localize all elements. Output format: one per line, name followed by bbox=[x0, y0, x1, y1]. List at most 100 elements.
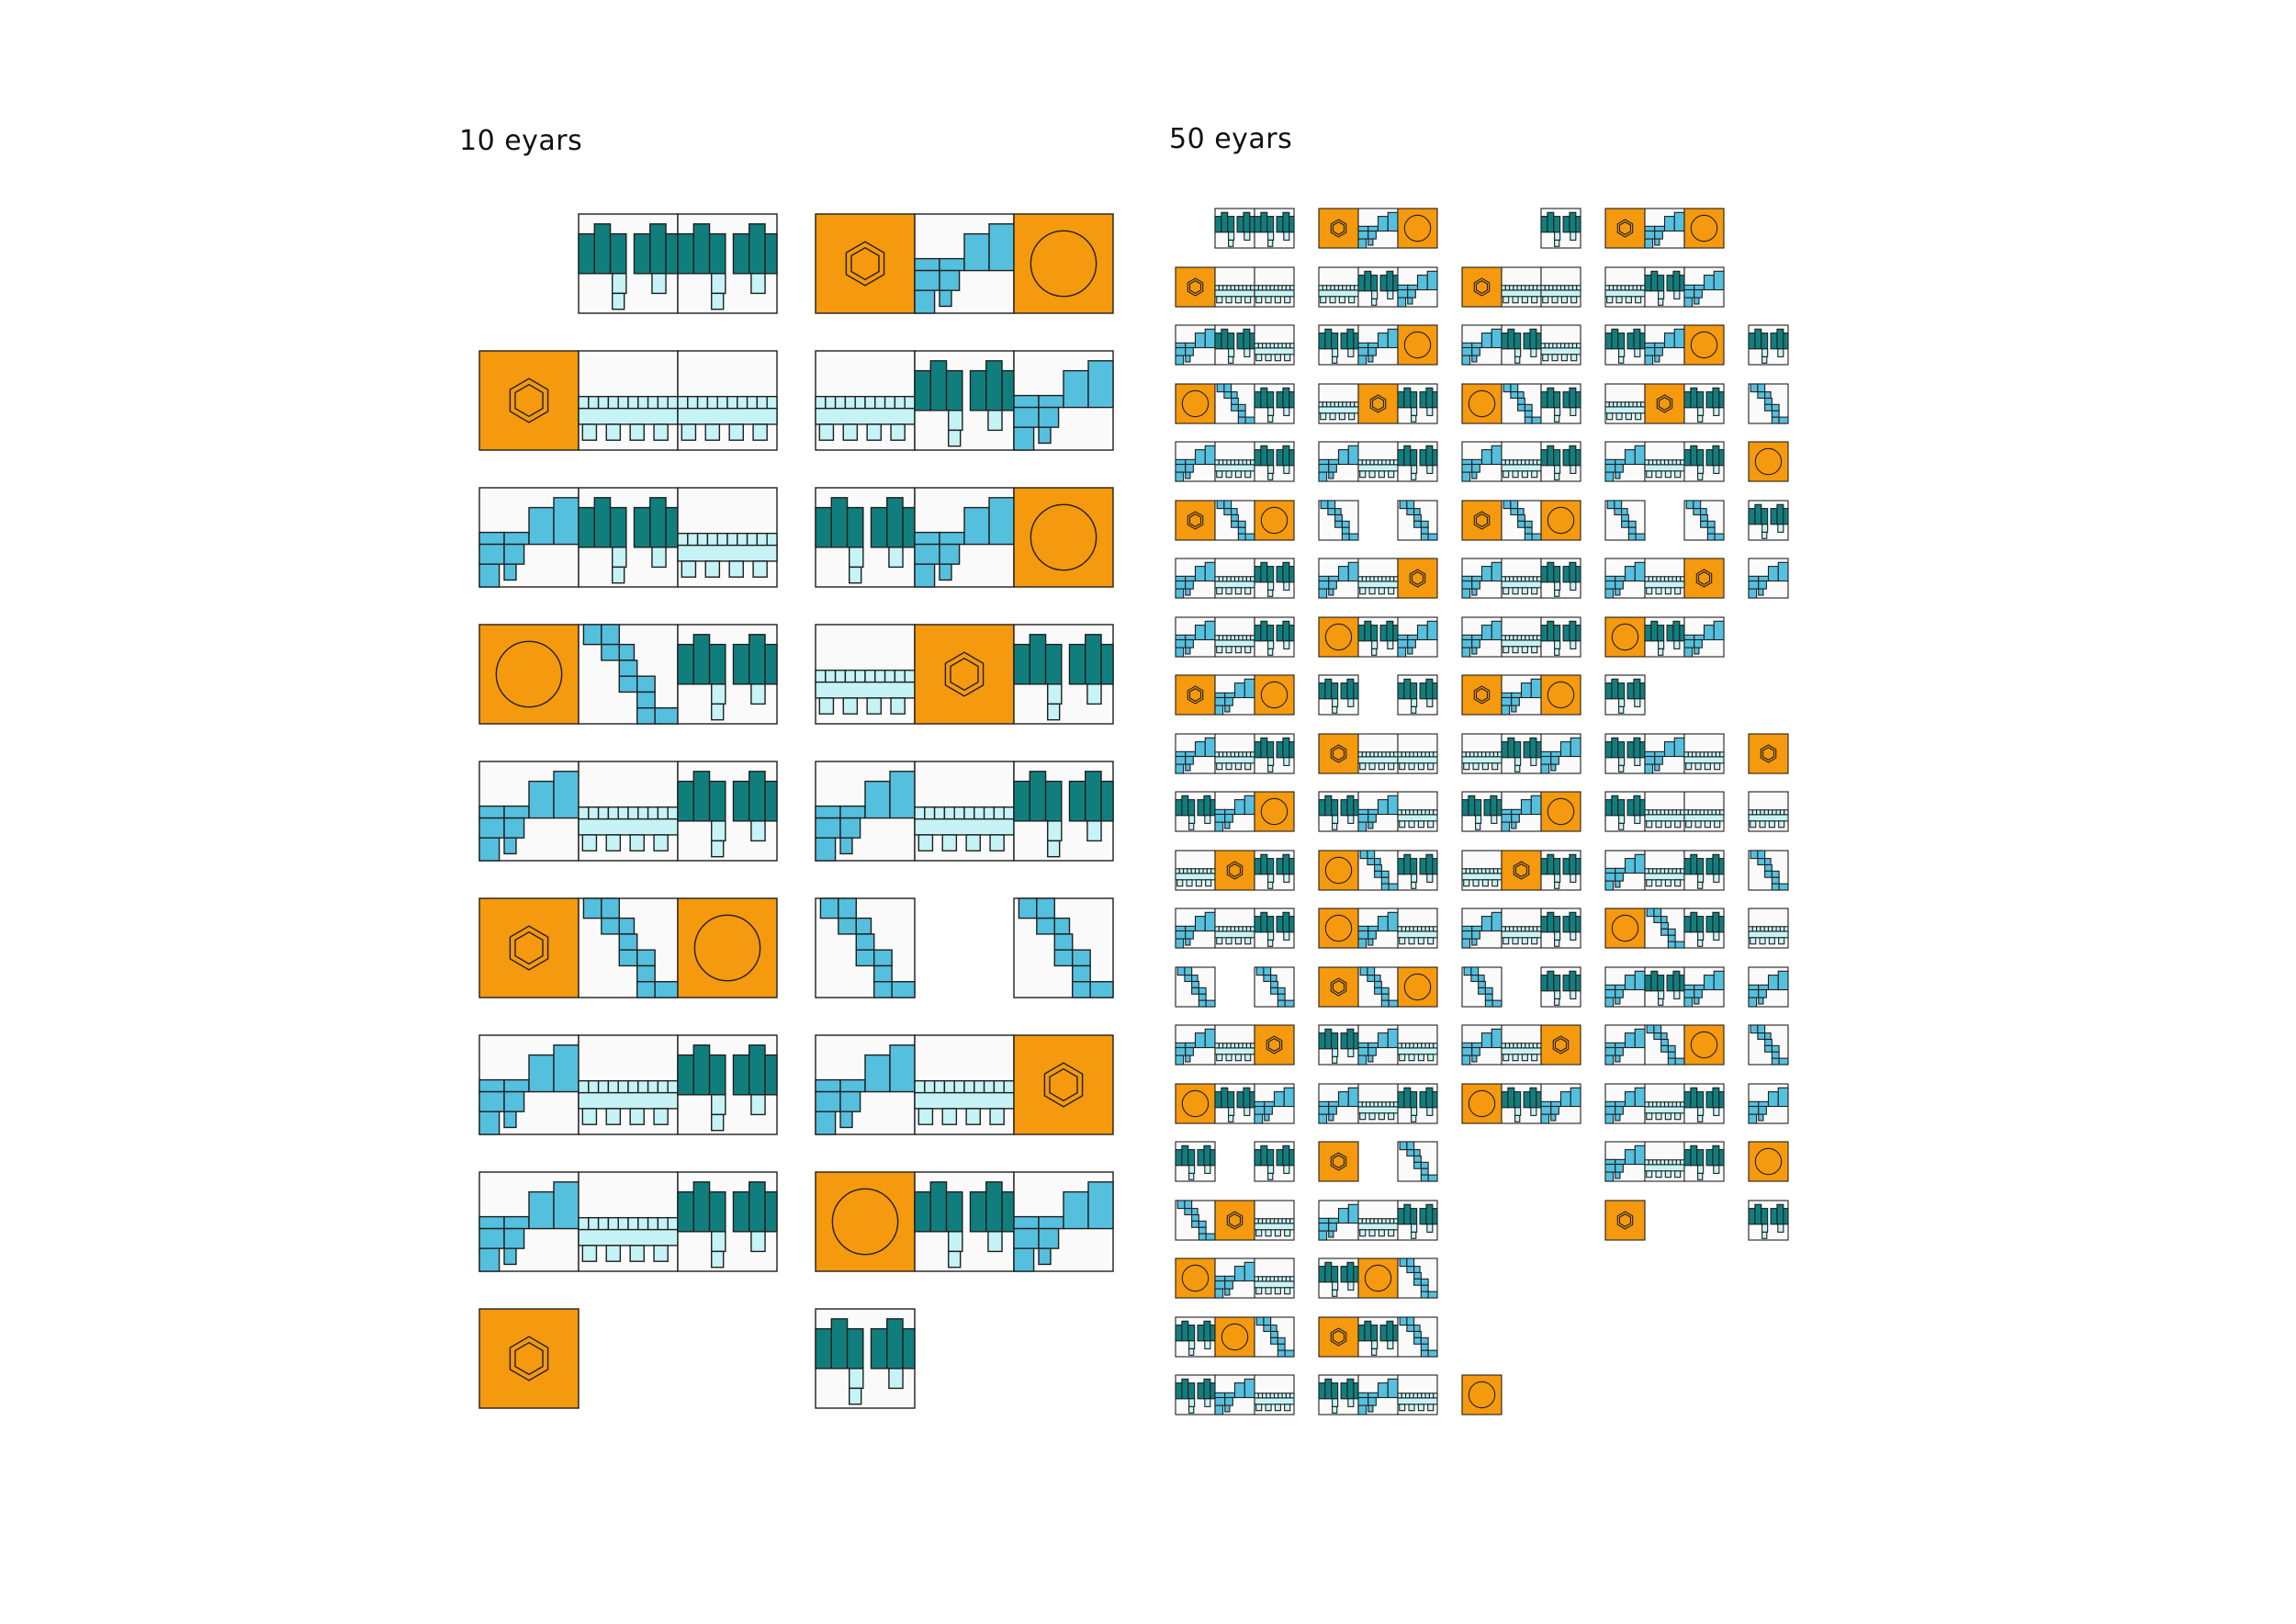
pale-module-cell bbox=[1254, 1257, 1295, 1299]
blue-module-cell bbox=[1175, 1024, 1216, 1066]
fifty-year-module-strip bbox=[1318, 558, 1438, 599]
blue-module-cell bbox=[1604, 965, 1646, 1008]
blue-module-cell bbox=[1683, 615, 1725, 658]
fifty-year-module-strip bbox=[1318, 208, 1438, 249]
blue-module-cell bbox=[1214, 1257, 1255, 1299]
fifty-year-module-strip bbox=[1461, 558, 1581, 599]
fifty-year-module-strip bbox=[1604, 1199, 1725, 1241]
teal-module-cell bbox=[815, 1308, 916, 1409]
fifty-year-module-strip bbox=[1318, 441, 1438, 482]
teal-module-cell bbox=[677, 624, 778, 725]
blue-module-cell bbox=[1461, 441, 1503, 482]
ten-year-module-strip bbox=[815, 1171, 1114, 1272]
teal-module-cell bbox=[1357, 615, 1399, 658]
blue-module-cell bbox=[1604, 558, 1646, 599]
blue-module-cell bbox=[1214, 674, 1255, 716]
stepped-module-cell bbox=[1397, 1315, 1438, 1358]
blue-module-cell bbox=[1683, 965, 1725, 1008]
fifty-year-module-strip bbox=[1604, 1082, 1725, 1124]
circle-module-cell bbox=[1540, 791, 1581, 832]
teal-module-cell bbox=[1214, 208, 1255, 249]
pale-module-cell bbox=[1357, 732, 1399, 774]
blue-module-cell bbox=[1748, 1082, 1789, 1124]
fifty-year-module-strip bbox=[1318, 849, 1438, 891]
pale-module-cell bbox=[1397, 1024, 1438, 1066]
stepped-module-cell bbox=[1175, 965, 1216, 1008]
circle-module-cell bbox=[1357, 1257, 1399, 1299]
blue-module-cell bbox=[1501, 791, 1542, 832]
circle-module-cell bbox=[1683, 1024, 1725, 1066]
fifty-years-label: 50 eyars bbox=[1169, 123, 1293, 155]
pale-module-cell bbox=[1644, 441, 1685, 482]
circle-module-cell bbox=[1683, 324, 1725, 366]
fifty-year-module-strip bbox=[1175, 558, 1295, 599]
hexagon-module-cell bbox=[1540, 1024, 1581, 1066]
circle-module-cell bbox=[1748, 1141, 1789, 1182]
blue-module-cell bbox=[1461, 1024, 1503, 1066]
pale-module-cell bbox=[1644, 558, 1685, 599]
circle-module-cell bbox=[478, 624, 580, 725]
pale-module-cell bbox=[1254, 1199, 1295, 1241]
teal-module-cell bbox=[914, 350, 1015, 451]
circle-module-cell bbox=[1175, 1082, 1216, 1124]
teal-module-cell bbox=[1683, 1141, 1725, 1182]
teal-module-cell bbox=[1318, 1257, 1359, 1299]
circle-module-cell bbox=[1254, 499, 1295, 541]
pale-module-cell bbox=[1357, 558, 1399, 599]
teal-module-cell bbox=[1254, 382, 1295, 424]
hexagon-module-cell bbox=[914, 624, 1015, 725]
pale-module-cell bbox=[1604, 382, 1646, 424]
pale-module-cell bbox=[1214, 441, 1255, 482]
stepped-module-cell bbox=[1461, 965, 1503, 1008]
fifty-year-module-strip bbox=[1748, 732, 1868, 774]
blue-module-cell bbox=[1604, 1141, 1646, 1182]
teal-module-cell bbox=[1540, 965, 1581, 1008]
blue-module-cell bbox=[1644, 208, 1685, 249]
circle-module-cell bbox=[1318, 615, 1359, 658]
ten-year-module-strip bbox=[478, 624, 778, 725]
teal-module-cell bbox=[1461, 791, 1503, 832]
circle-module-cell bbox=[1254, 791, 1295, 832]
fifty-year-module-strip bbox=[1318, 1315, 1438, 1358]
fifty-year-module-strip bbox=[1175, 382, 1295, 424]
fifty-year-module-strip bbox=[1604, 965, 1725, 1008]
hexagon-module-cell bbox=[1318, 965, 1359, 1008]
teal-module-cell bbox=[1644, 965, 1685, 1008]
pale-module-cell bbox=[815, 350, 916, 451]
teal-module-cell bbox=[1397, 382, 1438, 424]
hexagon-module-cell bbox=[1748, 732, 1789, 774]
fifty-year-module-strip bbox=[1175, 791, 1295, 832]
teal-module-cell bbox=[1540, 849, 1581, 891]
fifty-year-module-strip bbox=[1461, 732, 1581, 774]
ten-year-module-strip bbox=[478, 761, 778, 862]
pale-module-cell bbox=[1644, 791, 1685, 832]
fifty-year-module-strip bbox=[1318, 732, 1438, 774]
fifty-year-module-strip bbox=[1175, 1082, 1295, 1124]
blue-module-cell bbox=[1461, 908, 1503, 949]
hexagon-module-cell bbox=[478, 350, 580, 451]
hexagon-module-cell bbox=[1318, 1315, 1359, 1358]
teal-module-cell bbox=[1175, 1141, 1216, 1182]
hexagon-module-cell bbox=[1604, 1199, 1646, 1241]
stepped-module-cell bbox=[815, 897, 916, 998]
fifty-year-module-strip bbox=[1318, 674, 1438, 716]
hexagon-module-cell bbox=[1644, 382, 1685, 424]
hexagon-module-cell bbox=[1397, 558, 1438, 599]
fifty-year-module-strip bbox=[1175, 674, 1295, 716]
pale-module-cell bbox=[1214, 615, 1255, 658]
blue-module-cell bbox=[1318, 1082, 1359, 1124]
blue-module-cell bbox=[1214, 1374, 1255, 1415]
fifty-year-module-strip bbox=[1461, 674, 1581, 716]
fifty-year-module-strip bbox=[1461, 324, 1581, 366]
blue-module-cell bbox=[1013, 350, 1114, 451]
blue-module-cell bbox=[1175, 558, 1216, 599]
teal-module-cell bbox=[1175, 791, 1216, 832]
blue-module-cell bbox=[1604, 441, 1646, 482]
pale-module-cell bbox=[677, 487, 778, 588]
hexagon-module-cell bbox=[1501, 849, 1542, 891]
stepped-module-cell bbox=[1254, 1315, 1295, 1358]
ten-year-module-strip bbox=[478, 1308, 778, 1409]
pale-module-cell bbox=[1318, 382, 1359, 424]
hexagon-module-cell bbox=[1604, 208, 1646, 249]
blue-module-cell bbox=[1540, 732, 1581, 774]
